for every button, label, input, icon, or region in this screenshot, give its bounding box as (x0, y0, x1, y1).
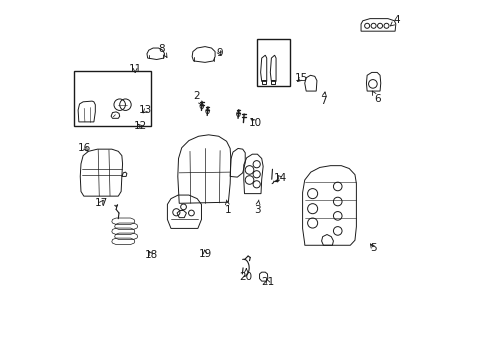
Text: 20: 20 (239, 269, 252, 282)
Text: 6: 6 (371, 91, 380, 104)
Text: 18: 18 (144, 250, 158, 260)
Text: 7: 7 (320, 92, 326, 106)
Text: 11: 11 (128, 64, 142, 74)
Text: 5: 5 (369, 243, 376, 253)
Text: 14: 14 (273, 173, 286, 183)
Text: 21: 21 (261, 277, 274, 287)
Text: 8: 8 (159, 44, 166, 57)
Text: 9: 9 (216, 48, 222, 58)
Text: 19: 19 (198, 248, 211, 258)
Text: 4: 4 (389, 15, 399, 26)
Text: 3: 3 (253, 200, 260, 216)
Text: 10: 10 (248, 118, 261, 128)
Text: 12: 12 (134, 121, 147, 131)
Text: 17: 17 (94, 198, 107, 208)
Text: 1: 1 (224, 200, 231, 216)
Text: 2: 2 (192, 91, 203, 106)
Text: 13: 13 (139, 105, 152, 115)
Bar (257, 40, 289, 86)
Bar (74, 71, 151, 126)
Text: 16: 16 (78, 143, 91, 153)
Text: 15: 15 (295, 73, 308, 83)
